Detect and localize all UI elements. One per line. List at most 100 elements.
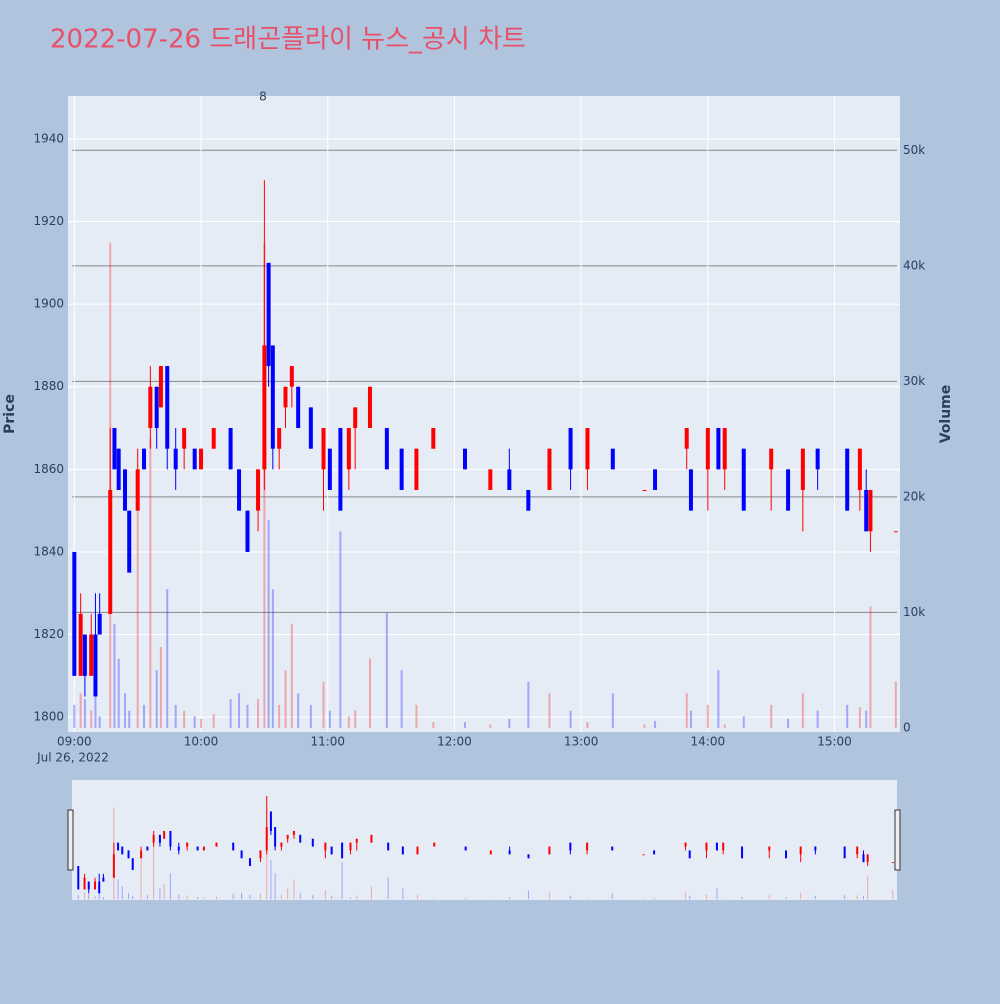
volume-bar	[865, 710, 868, 728]
slider-handle[interactable]	[894, 809, 901, 871]
volume-bar	[611, 892, 613, 900]
volume-bar	[293, 879, 295, 900]
candle-body	[367, 386, 372, 429]
volume-bar	[128, 892, 130, 900]
volume-bar	[527, 681, 530, 728]
volume-bar	[892, 890, 894, 900]
volume-bar	[132, 895, 134, 900]
volume-bar	[124, 693, 127, 728]
candle-body	[78, 613, 83, 676]
y-axis-title: Price	[2, 394, 18, 434]
candle-body	[507, 469, 512, 490]
volume-bar	[785, 897, 787, 900]
candle-body	[94, 881, 97, 890]
candle-body	[82, 634, 87, 676]
volume-bar	[88, 893, 90, 900]
x-date-label: Jul 26, 2022	[36, 751, 109, 765]
volume-bar	[270, 860, 272, 900]
candle-body	[269, 811, 272, 831]
y2-tick-label: 0	[903, 720, 911, 734]
candle-body	[256, 469, 261, 511]
candle-body	[642, 489, 647, 491]
volume-bar	[246, 704, 249, 728]
candle-body	[262, 345, 267, 470]
volume-bar	[416, 894, 418, 900]
volume-bar	[178, 894, 180, 900]
annotation: 8	[259, 90, 267, 104]
volume-bar	[200, 718, 203, 728]
volume-bar	[801, 693, 804, 728]
slider-handle[interactable]	[67, 809, 74, 871]
volume-bar	[203, 897, 205, 900]
candle-body	[182, 428, 187, 449]
candle-body	[856, 846, 859, 855]
volume-bar	[73, 704, 76, 728]
candle-body	[341, 842, 344, 859]
candle-body	[815, 448, 820, 470]
volume-bar	[869, 606, 872, 728]
candle-body	[77, 866, 80, 890]
volume-bar	[284, 670, 287, 728]
volume-bar	[685, 693, 688, 728]
volume-bar	[241, 892, 243, 900]
candle-body	[228, 428, 233, 470]
candle-body	[785, 850, 788, 859]
candle-body	[799, 846, 802, 855]
volume-bar	[489, 724, 492, 728]
range-slider[interactable]	[72, 780, 897, 900]
candle-body	[142, 448, 147, 470]
volume-bar	[143, 704, 146, 728]
y-tick-label: 1860	[33, 462, 64, 476]
volume-bar	[136, 496, 139, 728]
candle-body	[186, 842, 189, 847]
candle-body	[202, 846, 205, 851]
candle-body	[868, 489, 873, 532]
volume-bar	[79, 693, 82, 728]
candle-body	[321, 428, 326, 470]
volume-bar	[508, 718, 511, 728]
volume-bar	[140, 855, 142, 900]
candle-body	[508, 850, 511, 855]
candle-body	[547, 448, 552, 490]
volume-bar	[400, 670, 403, 728]
volume-bar	[94, 895, 96, 900]
volume-bar	[249, 894, 251, 900]
volume-bar	[509, 897, 511, 900]
candle-body	[102, 877, 105, 882]
candle-body	[843, 846, 846, 859]
candle-body	[117, 842, 120, 851]
candle-body	[338, 428, 343, 511]
candle-body	[370, 834, 373, 843]
volume-bar	[169, 873, 171, 900]
volume-bar	[174, 704, 177, 728]
candle-body	[131, 858, 134, 870]
volume-bar	[370, 886, 372, 900]
candle-body	[98, 881, 101, 894]
candle-body	[123, 469, 128, 511]
y2-tick-label: 40k	[903, 258, 925, 272]
candle-body	[431, 428, 436, 449]
volume-bar	[433, 898, 435, 900]
candle-body	[108, 489, 113, 614]
volume-bar	[722, 898, 724, 900]
candle-body	[384, 428, 389, 470]
x-tick-label: 13:00	[564, 735, 599, 749]
candle-body	[289, 366, 294, 387]
volume-bar	[193, 716, 196, 728]
candle-body	[121, 846, 124, 855]
candle-body	[127, 850, 130, 859]
volume-bar	[257, 699, 260, 728]
volume-bar	[654, 721, 657, 728]
candle-body	[280, 842, 283, 847]
candle-body	[845, 448, 850, 511]
volume-bar	[800, 892, 802, 900]
candle-body	[433, 842, 436, 847]
candle-body	[215, 842, 218, 847]
candle-body	[464, 846, 467, 851]
candle-body	[296, 386, 301, 429]
candle-body	[705, 428, 710, 470]
volume-bar	[706, 704, 709, 728]
candle-body	[311, 838, 314, 847]
volume-bar	[463, 722, 466, 728]
candle-body	[237, 469, 242, 511]
